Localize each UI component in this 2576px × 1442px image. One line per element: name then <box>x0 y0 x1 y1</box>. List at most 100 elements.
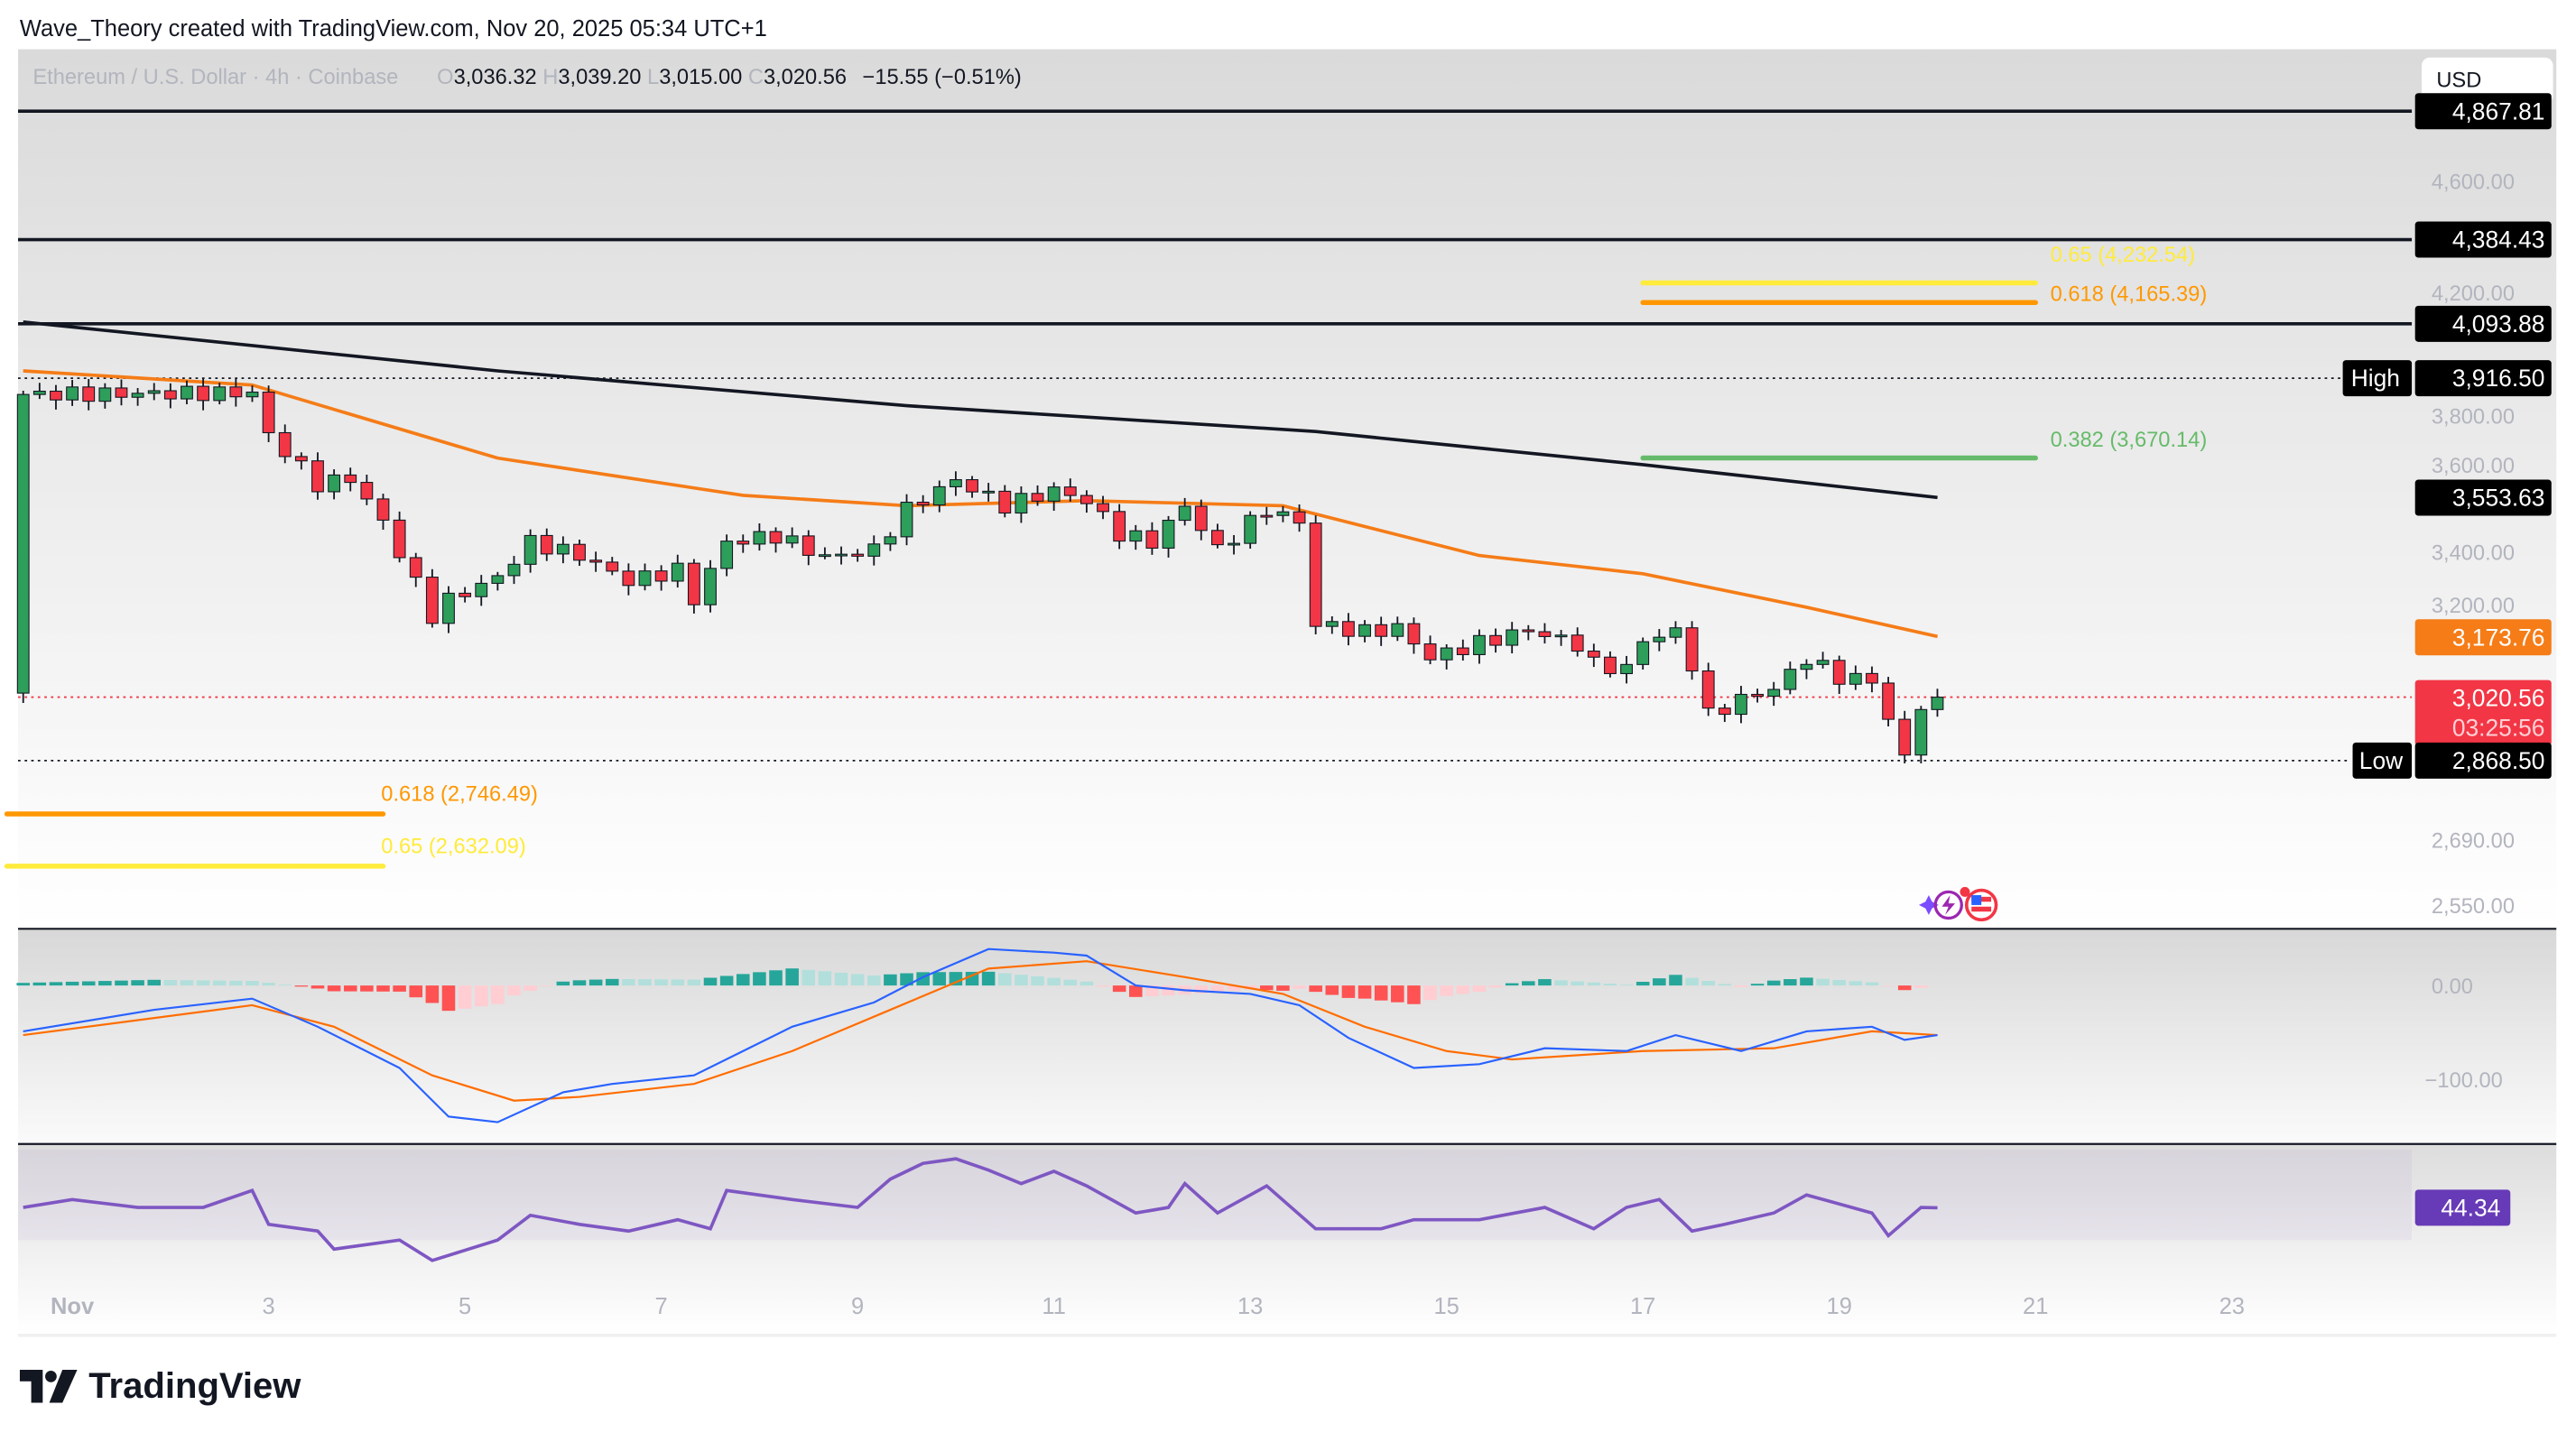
candle-up[interactable] <box>835 553 848 557</box>
candle-up[interactable] <box>1816 660 1830 665</box>
candle-up[interactable] <box>867 543 881 557</box>
candle-down[interactable] <box>1260 514 1274 518</box>
candle-down[interactable] <box>966 479 978 493</box>
candle-down[interactable] <box>1194 505 1208 532</box>
candle-down[interactable] <box>1031 493 1044 502</box>
candle-up[interactable] <box>1129 530 1143 542</box>
candle-up[interactable] <box>785 535 799 544</box>
candle-up[interactable] <box>1931 697 1944 710</box>
candle-up[interactable] <box>442 592 455 624</box>
lightning-event-icon[interactable] <box>1933 890 1963 920</box>
candle-down[interactable] <box>393 519 406 559</box>
candle-up[interactable] <box>1784 669 1797 690</box>
candle-down[interactable] <box>360 482 374 500</box>
candle-up[interactable] <box>982 490 996 494</box>
candle-down[interactable] <box>622 570 635 587</box>
candle-up[interactable] <box>1735 693 1747 716</box>
candle-up[interactable] <box>66 386 79 401</box>
candle-down[interactable] <box>163 390 177 400</box>
candle-up[interactable] <box>131 393 144 398</box>
candle-down[interactable] <box>1685 627 1699 672</box>
candle-down[interactable] <box>425 577 439 624</box>
candle-up[interactable] <box>556 543 570 555</box>
candle-down[interactable] <box>1423 643 1437 661</box>
candle-up[interactable] <box>884 536 897 545</box>
candle-down[interactable] <box>1063 486 1077 496</box>
candle-up[interactable] <box>1162 520 1175 549</box>
price-pane[interactable] <box>18 49 2557 929</box>
candle-down[interactable] <box>1538 631 1552 637</box>
candle-down[interactable] <box>278 431 292 458</box>
rsi-line[interactable] <box>23 1157 1938 1262</box>
candle-down[interactable] <box>197 385 210 402</box>
symbol-title[interactable]: Ethereum / U.S. Dollar · 4h · Coinbase <box>32 66 398 89</box>
candle-up[interactable] <box>1767 689 1781 698</box>
candle-up[interactable] <box>1228 542 1240 546</box>
candle-up[interactable] <box>638 570 652 587</box>
candle-down[interactable] <box>1522 629 1535 633</box>
candle-up[interactable] <box>98 387 112 402</box>
candle-up[interactable] <box>932 485 946 506</box>
candle-up[interactable] <box>1358 624 1371 637</box>
candle-down[interactable] <box>1113 511 1126 542</box>
candle-up[interactable] <box>753 531 766 545</box>
candle-up[interactable] <box>181 385 193 400</box>
candle-up[interactable] <box>1391 623 1404 637</box>
candle-down[interactable] <box>115 387 128 398</box>
candle-up[interactable] <box>1178 505 1191 522</box>
candle-up[interactable] <box>1554 634 1568 638</box>
candle-down[interactable] <box>1866 672 1878 684</box>
candle-up[interactable] <box>720 541 734 569</box>
candle-up[interactable] <box>1636 641 1650 665</box>
candle-up[interactable] <box>1015 493 1028 514</box>
candle-up[interactable] <box>32 390 46 395</box>
candle-up[interactable] <box>1473 634 1486 655</box>
candle-down[interactable] <box>1309 522 1322 627</box>
candle-up[interactable] <box>1849 672 1862 685</box>
candle-down[interactable] <box>50 390 62 401</box>
candle-down[interactable] <box>737 541 750 545</box>
candle-down[interactable] <box>606 561 619 572</box>
candle-up[interactable] <box>1244 514 1257 544</box>
candle-down[interactable] <box>311 460 324 493</box>
rsi-pane[interactable] <box>18 1144 2557 1335</box>
candle-up[interactable] <box>147 390 161 394</box>
candle-up[interactable] <box>704 568 717 605</box>
candle-down[interactable] <box>687 562 700 605</box>
candle-down[interactable] <box>344 474 357 484</box>
candle-up[interactable] <box>524 534 537 565</box>
candle-down[interactable] <box>82 386 96 402</box>
candle-down[interactable] <box>1718 707 1731 716</box>
candle-down[interactable] <box>1080 495 1093 504</box>
candle-up[interactable] <box>328 474 341 493</box>
candle-up[interactable] <box>1325 621 1339 627</box>
candle-down[interactable] <box>1751 693 1764 698</box>
candle-down[interactable] <box>1097 503 1109 513</box>
candle-down[interactable] <box>1293 511 1306 524</box>
candle-down[interactable] <box>1211 530 1224 546</box>
candle-up[interactable] <box>1047 486 1061 502</box>
candle-up[interactable] <box>16 393 30 694</box>
candle-down[interactable] <box>376 498 390 521</box>
candle-down[interactable] <box>573 543 586 561</box>
macd-pane[interactable] <box>18 929 2557 1143</box>
tradingview-logo[interactable]: TradingView <box>19 1365 301 1408</box>
candle-down[interactable] <box>1375 624 1388 637</box>
candle-up[interactable] <box>246 391 259 398</box>
currency-button[interactable]: USD <box>2421 57 2553 104</box>
candle-down[interactable] <box>769 531 783 544</box>
candle-down[interactable] <box>1882 682 1895 720</box>
candle-down[interactable] <box>1407 623 1421 645</box>
candle-down[interactable] <box>1571 634 1584 652</box>
candle-up[interactable] <box>1914 708 1928 756</box>
candle-down[interactable] <box>540 534 553 555</box>
candle-up[interactable] <box>949 479 962 487</box>
candle-up[interactable] <box>900 501 913 538</box>
candle-up[interactable] <box>475 582 488 597</box>
candle-down[interactable] <box>1489 634 1502 646</box>
ma200-line[interactable] <box>23 319 1938 500</box>
candle-down[interactable] <box>802 535 815 556</box>
macd-signal-line[interactable] <box>23 960 1938 1102</box>
candle-down[interactable] <box>1145 530 1159 549</box>
